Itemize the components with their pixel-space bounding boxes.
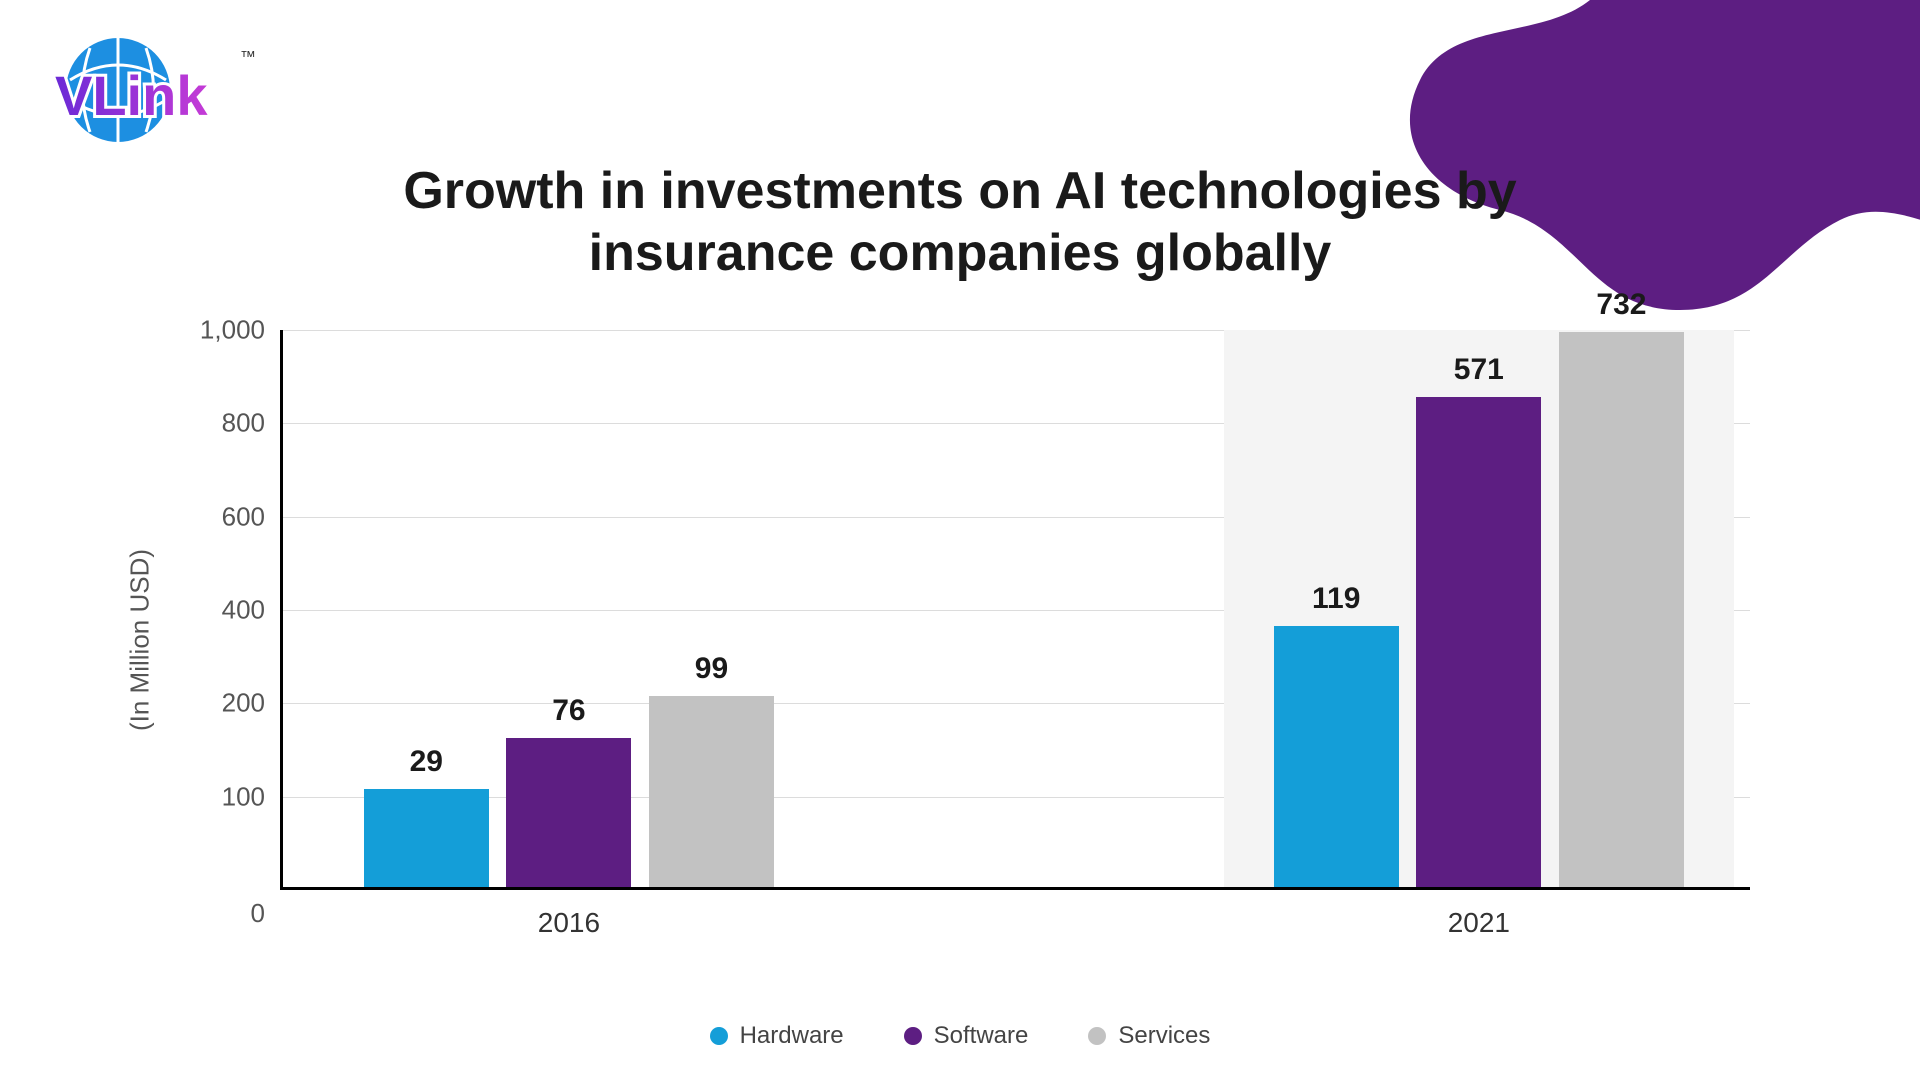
legend-label: Services [1118,1022,1210,1050]
legend-label: Hardware [740,1022,844,1050]
y-tick-label: 100 [222,781,265,812]
legend-swatch [904,1027,922,1045]
bar-value-label: 76 [552,694,585,728]
legend-item-software: Software [904,1022,1029,1050]
bar-value-label: 571 [1454,353,1504,387]
bar-hardware-2016: 29 [364,789,489,887]
logo-wordmark: VLink [55,64,208,127]
y-tick-label: 1,000 [200,315,265,346]
chart-title: Growth in investments on AI technologies… [0,160,1920,285]
y-tick-label: 800 [222,408,265,439]
y-tick-label: 400 [222,595,265,626]
x-tick-label: 2021 [1448,907,1510,939]
title-line-1: Growth in investments on AI technologies… [403,162,1516,220]
legend-item-services: Services [1088,1022,1210,1050]
bar-value-label: 119 [1312,582,1360,616]
bar-software-2016: 76 [506,738,631,887]
bar-services-2016: 99 [649,696,774,887]
legend-swatch [1088,1027,1106,1045]
bar-value-label: 732 [1596,288,1646,322]
vlink-logo: VLink ™ [40,20,260,160]
y-tick-label: 0 [251,898,265,929]
y-tick-label: 200 [222,688,265,719]
title-line-2: insurance companies globally [589,224,1332,282]
legend-item-hardware: Hardware [710,1022,844,1050]
plot-area: 01002004006008001,0002976992016119571732… [280,330,1750,890]
bar-services-2021: 732 [1559,332,1684,887]
bar-software-2021: 571 [1416,397,1541,887]
y-axis-label: (In Million USD) [125,549,156,731]
x-tick-label: 2016 [538,907,600,939]
bar-value-label: 29 [410,745,443,779]
bar-hardware-2021: 119 [1274,626,1399,887]
y-tick-label: 600 [222,501,265,532]
chart-container: (In Million USD) 01002004006008001,00029… [150,330,1770,950]
legend: Hardware Software Services [0,1022,1920,1050]
trademark-icon: ™ [240,49,256,66]
legend-swatch [710,1027,728,1045]
bar-value-label: 99 [695,652,728,686]
legend-label: Software [934,1022,1029,1050]
